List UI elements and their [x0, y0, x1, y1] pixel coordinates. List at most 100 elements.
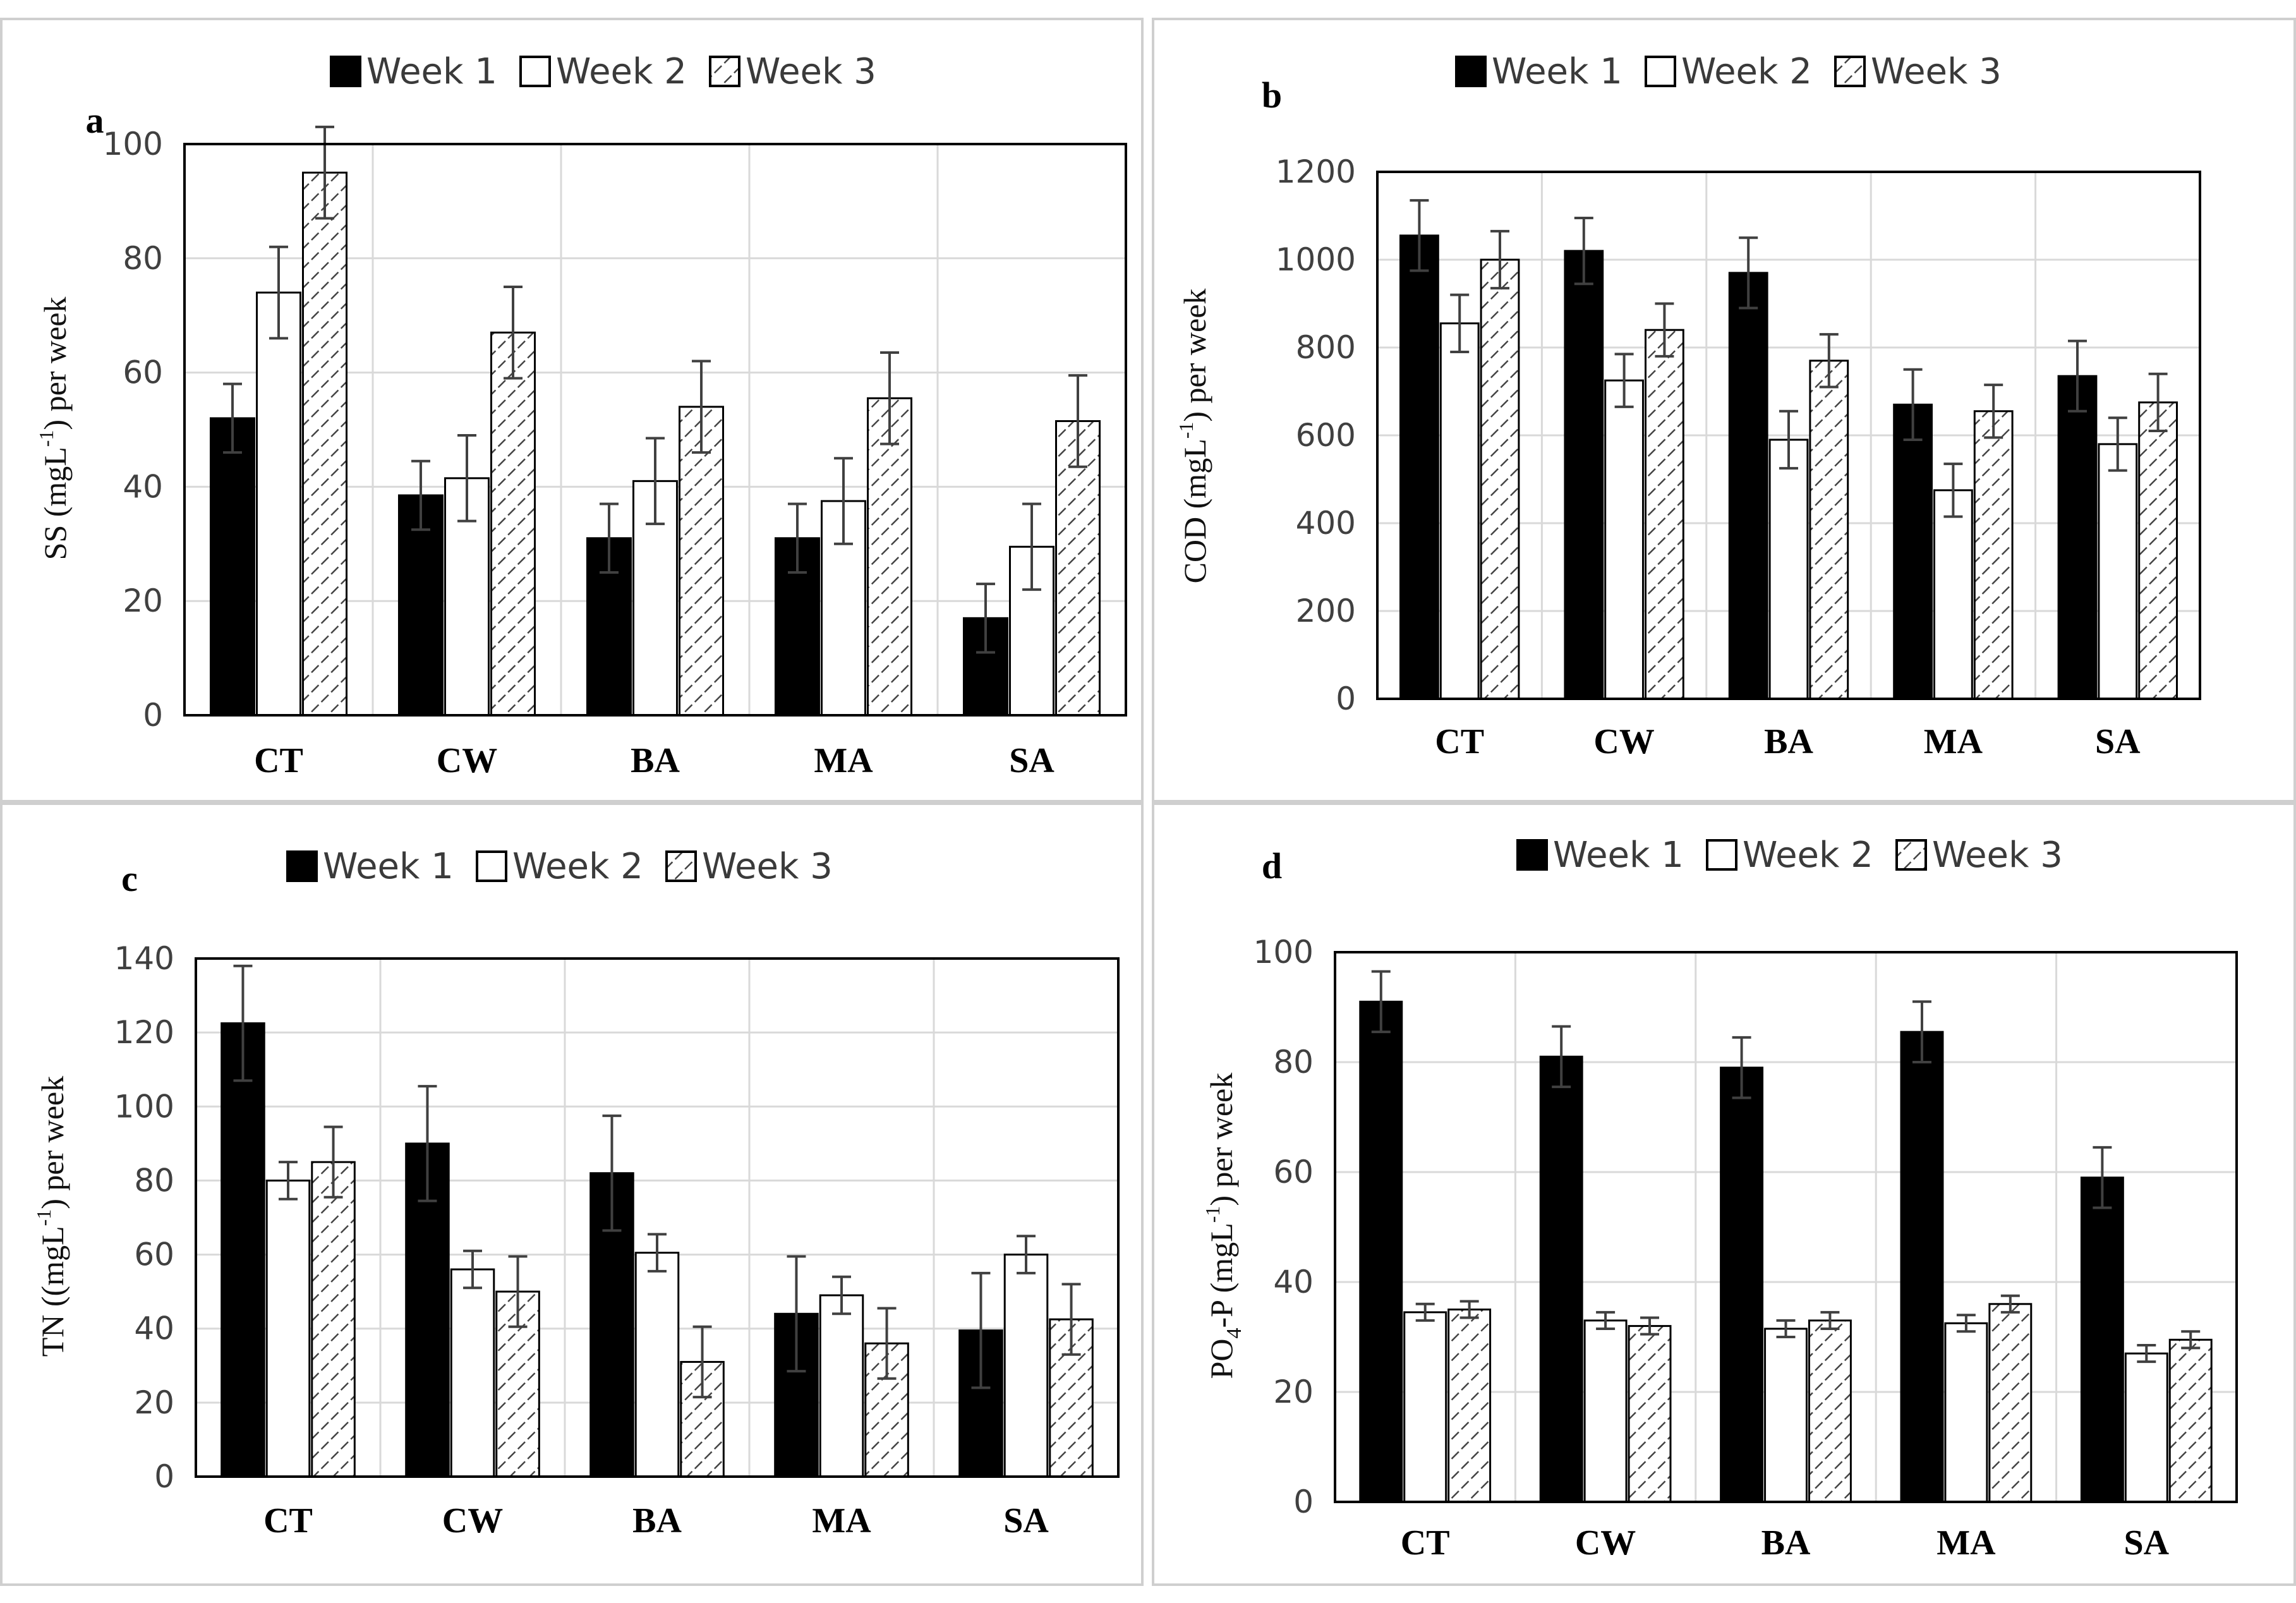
- panel-letter: b: [1262, 75, 1282, 116]
- bar-d-ba-week3: [1808, 1319, 1852, 1503]
- error-bar-d-ma-week3: [2000, 1294, 2020, 1314]
- legend-label-week3: Week 3: [702, 846, 833, 887]
- y-tick-label: 80: [134, 1162, 174, 1199]
- bar-d-ma-week2: [1944, 1322, 1988, 1503]
- error-bar-c-sa-week2: [1017, 1235, 1036, 1274]
- legend-label-week2: Week 2: [556, 51, 687, 92]
- legend-label-week2: Week 2: [1681, 51, 1812, 92]
- legend-swatch-week2: [1706, 839, 1737, 871]
- error-bar-a-ma-week2: [834, 457, 853, 545]
- error-bar-d-ct-week2: [1415, 1302, 1435, 1322]
- category-label: CT: [263, 1501, 313, 1540]
- bar-b-ma-week3: [1973, 410, 2014, 700]
- category-label: CT: [1401, 1523, 1450, 1563]
- y-tick-label: 40: [1273, 1264, 1314, 1300]
- y-tick-label: 20: [1273, 1374, 1314, 1410]
- y-tick-label: 100: [114, 1088, 174, 1125]
- error-bar-d-sa-week1: [2093, 1146, 2112, 1209]
- legend-label-week1: Week 1: [1492, 51, 1622, 92]
- bar-c-ct-week2: [265, 1179, 311, 1478]
- y-tick-label: 20: [134, 1384, 174, 1421]
- category-label: MA: [812, 1501, 871, 1540]
- error-bar-d-cw-week3: [1640, 1316, 1660, 1336]
- error-bar-d-ba-week1: [1732, 1036, 1751, 1099]
- y-tick-label: 120: [114, 1014, 174, 1051]
- panel-border: [0, 18, 1144, 802]
- legend-a: Week 1 Week 2 Week 3: [330, 51, 876, 92]
- error-bar-d-sa-week2: [2137, 1344, 2156, 1364]
- error-bar-c-sa-week1: [971, 1271, 991, 1389]
- error-bar-b-ma-week3: [1984, 384, 2003, 439]
- category-label: MA: [1924, 722, 1983, 761]
- error-bar-b-sa-week3: [2148, 372, 2168, 433]
- panel-c: CT CW BA MA SA 0 20 40 60 80 100 120 140 c TN ((mgL-1)…: [0, 802, 1144, 1586]
- error-bar-b-ct-week1: [1410, 199, 1429, 272]
- bar-d-ma-week3: [1988, 1303, 2033, 1503]
- category-label: CW: [437, 741, 497, 780]
- legend-d: Week 1 Week 2 Week 3: [1516, 835, 2063, 876]
- panel-letter: a: [86, 100, 104, 141]
- legend-swatch-week1: [286, 850, 318, 882]
- category-label: SA: [2124, 1523, 2170, 1563]
- error-bar-a-cw-week1: [411, 459, 430, 531]
- legend-swatch-week2: [476, 850, 507, 882]
- legend-c: Week 1 Week 2 Week 3: [286, 846, 833, 887]
- bar-d-cw-week3: [1628, 1325, 1672, 1503]
- legend-b: Week 1 Week 2 Week 3: [1455, 51, 2002, 92]
- bar-d-ct-week2: [1403, 1311, 1447, 1503]
- panel-d: CT CW BA MA SA 0 20 40 60 80 100 d PO4-P (mgL-1) per…: [1152, 802, 2296, 1586]
- category-label: CT: [1435, 722, 1484, 761]
- error-bar-a-ba-week3: [692, 360, 711, 454]
- error-bar-c-ct-week3: [323, 1125, 343, 1199]
- bar-b-cw-week1: [1564, 250, 1604, 700]
- panel-letter: d: [1262, 845, 1282, 886]
- error-bar-b-ba-week2: [1779, 409, 1798, 470]
- error-bar-a-cw-week2: [457, 434, 476, 523]
- panel-letter: c: [121, 858, 138, 899]
- bar-b-ba-week2: [1768, 439, 1809, 700]
- error-bar-a-ct-week1: [222, 382, 242, 454]
- bar-a-ct-week1: [209, 417, 255, 717]
- error-bar-a-ba-week2: [646, 437, 665, 526]
- category-label: CT: [254, 741, 303, 780]
- bar-b-sa-week2: [2098, 443, 2138, 700]
- legend-label-week3: Week 3: [1871, 51, 2002, 92]
- bar-b-cw-week3: [1644, 329, 1684, 700]
- bar-d-sa-week1: [2080, 1177, 2124, 1503]
- y-axis-label: COD (mgL-1) per week: [1175, 289, 1212, 584]
- y-tick-label: 800: [1296, 329, 1356, 366]
- error-bar-c-ba-week2: [648, 1233, 667, 1273]
- legend-swatch-week3: [665, 850, 697, 882]
- y-tick-label: 100: [1254, 934, 1314, 971]
- legend-swatch-week3: [1895, 839, 1927, 871]
- error-bar-a-ma-week3: [880, 351, 900, 445]
- bar-d-ba-week1: [1720, 1067, 1764, 1503]
- error-bar-b-sa-week1: [2068, 339, 2088, 413]
- bar-a-ma-week3: [867, 397, 913, 717]
- bar-c-ct-week1: [221, 1022, 265, 1478]
- error-bar-d-ct-week1: [1371, 970, 1391, 1034]
- bar-d-ct-week1: [1359, 1000, 1403, 1503]
- legend-label-week1: Week 1: [366, 51, 497, 92]
- bar-b-ba-week1: [1728, 272, 1768, 700]
- error-bar-c-sa-week3: [1061, 1283, 1081, 1356]
- bar-d-sa-week3: [2168, 1338, 2213, 1503]
- plot-frame: [1334, 951, 2238, 1503]
- y-tick-label: 600: [1296, 417, 1356, 454]
- category-label: SA: [2095, 722, 2141, 761]
- bar-b-ba-week3: [1809, 360, 1849, 700]
- bar-d-ct-week3: [1447, 1309, 1492, 1503]
- legend-swatch-week2: [1645, 56, 1676, 87]
- error-bar-c-ct-week2: [279, 1161, 298, 1201]
- y-axis-label: TN ((mgL-1) per week: [32, 1076, 70, 1357]
- category-label: BA: [631, 741, 680, 780]
- error-bar-b-ba-week1: [1739, 236, 1758, 310]
- error-bar-a-ct-week3: [315, 125, 335, 220]
- category-label: CW: [442, 1501, 503, 1540]
- y-tick-label: 80: [123, 240, 163, 277]
- error-bar-b-ba-week3: [1819, 333, 1839, 389]
- bar-c-ba-week2: [634, 1252, 680, 1478]
- legend-swatch-week1: [330, 56, 361, 87]
- error-bar-c-ba-week1: [602, 1114, 622, 1232]
- error-bar-b-ct-week3: [1490, 229, 1509, 290]
